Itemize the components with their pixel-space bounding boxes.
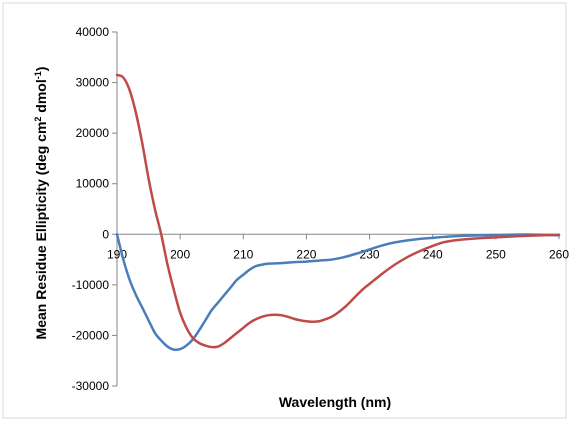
- x-tick-label: 250: [486, 247, 506, 261]
- x-tick-label: 260: [549, 247, 569, 261]
- series-line-1: [115, 233, 561, 352]
- y-tick-label: 30000: [76, 76, 110, 90]
- x-tick-label: 220: [296, 247, 316, 261]
- y-tick-label: -20000: [72, 328, 110, 342]
- y-tick-label: -30000: [72, 379, 110, 393]
- y-tick-label: 10000: [76, 177, 110, 191]
- y-axis-label: Mean Residue Ellipticity (deg cm2 dmol-1…: [33, 67, 49, 340]
- chart-outer-border: [2, 2, 567, 419]
- y-tick-label: 20000: [76, 126, 110, 140]
- y-tick-label: 40000: [76, 25, 110, 39]
- x-tick-label: 210: [233, 247, 253, 261]
- x-tick-label: 200: [170, 247, 190, 261]
- y-tick-label: -10000: [72, 278, 110, 292]
- x-axis-label: Wavelength (nm): [279, 394, 391, 410]
- series-line-2: [115, 73, 561, 349]
- y-tick-label: 0: [102, 227, 109, 241]
- x-tick-label: 240: [423, 247, 443, 261]
